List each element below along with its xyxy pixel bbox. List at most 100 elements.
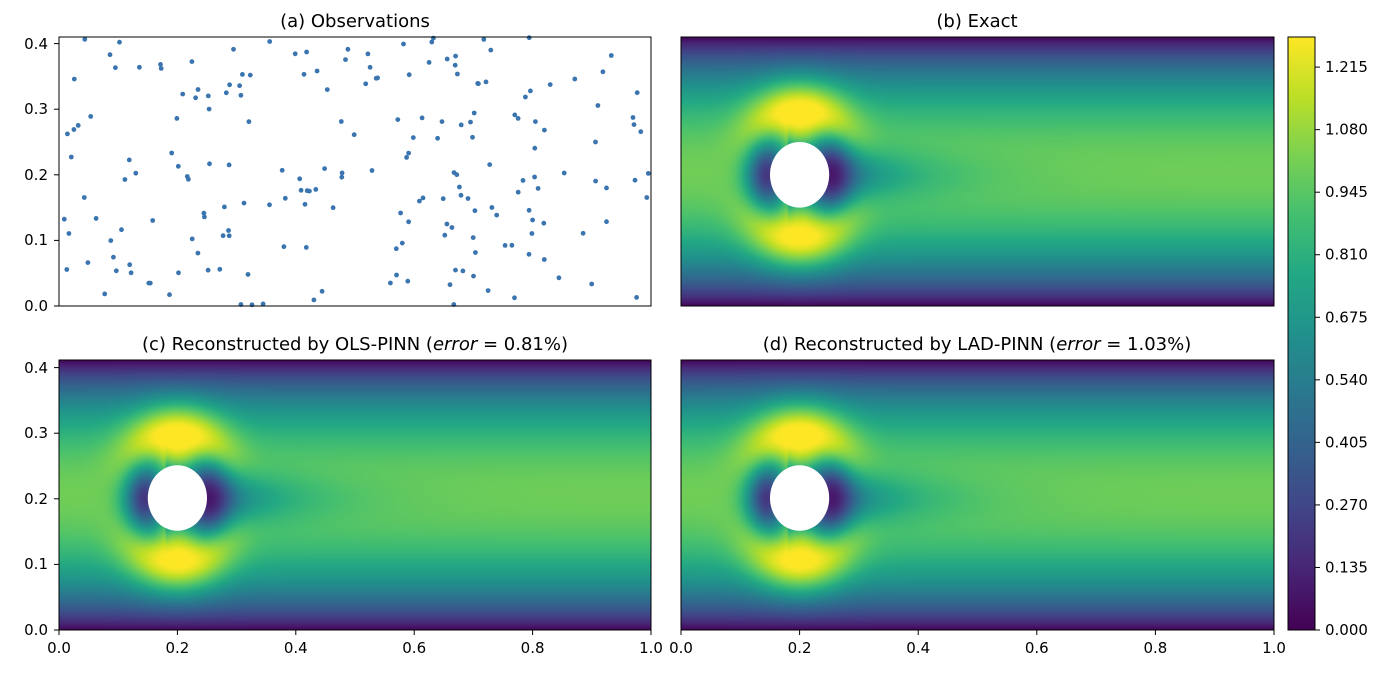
panel-a: (a) Observations 0.0 0.1 0.2 0.3 0.4 <box>24 11 652 315</box>
observation-point <box>512 295 517 301</box>
observation-point <box>502 243 508 248</box>
colorbar-frame <box>1287 36 1316 631</box>
observation-point <box>515 189 521 195</box>
observation-point <box>526 35 532 41</box>
observation-point <box>512 112 518 118</box>
colorbar-tick-label: 0.135 <box>1325 558 1368 576</box>
observation-point <box>547 82 553 87</box>
observation-point <box>304 49 309 55</box>
observation-point <box>220 233 226 239</box>
observation-point <box>451 170 457 176</box>
observation-point <box>453 53 458 59</box>
observation-point <box>297 176 303 182</box>
observation-point <box>530 217 535 223</box>
observation-point <box>404 155 409 160</box>
observation-point <box>487 162 493 168</box>
observation-point <box>600 69 606 75</box>
observation-point <box>393 246 399 252</box>
observation-point <box>217 266 223 272</box>
observation-point <box>226 228 231 233</box>
observation-point <box>267 39 273 44</box>
observation-point <box>488 47 494 53</box>
observation-point <box>457 184 462 190</box>
observation-point <box>453 267 458 273</box>
panel-c-frame <box>58 359 652 631</box>
observation-point <box>520 178 526 183</box>
observation-point <box>556 275 562 281</box>
observation-point <box>526 207 532 213</box>
observation-point <box>205 267 211 273</box>
colorbar-tick-label: 0.000 <box>1325 621 1368 639</box>
observation-point <box>267 202 272 208</box>
observation-point <box>193 95 199 101</box>
panel-d-title-suffix: = 1.03%) <box>1101 334 1192 355</box>
observation-point <box>406 219 411 225</box>
observation-point <box>205 93 211 99</box>
observation-point <box>429 39 435 45</box>
observation-point <box>75 123 81 128</box>
observation-point <box>406 150 411 156</box>
observation-point <box>81 195 87 200</box>
observation-point <box>122 177 128 182</box>
observation-point <box>365 51 371 57</box>
observation-point <box>398 210 403 216</box>
observation-point <box>526 251 532 257</box>
panel-c: (c) Reconstructed by OLS-PINN (error = 0… <box>24 334 663 657</box>
observation-point <box>102 291 108 297</box>
panel-a-title: (a) Observations <box>280 11 430 32</box>
observation-point <box>343 57 348 62</box>
observation-point <box>322 166 327 172</box>
observation-point <box>509 242 515 248</box>
observation-point <box>630 115 636 120</box>
observation-point <box>589 281 595 287</box>
observation-point <box>313 187 319 192</box>
observation-point <box>435 135 440 141</box>
observation-point <box>339 170 345 176</box>
observation-point <box>439 119 445 124</box>
observation-point <box>339 174 345 180</box>
observation-point <box>260 301 266 307</box>
panel-c-xtick: 0.4 <box>284 639 308 657</box>
panel-c-xtick: 0.8 <box>521 639 545 657</box>
observation-point <box>127 262 133 268</box>
colorbar-gradient <box>1288 37 1315 630</box>
observation-point <box>471 273 476 279</box>
observation-point <box>302 201 308 207</box>
observation-point <box>541 257 547 262</box>
observation-point <box>126 157 132 163</box>
observation-point <box>180 91 186 97</box>
observation-point <box>113 268 119 274</box>
observation-point <box>71 127 77 132</box>
observation-point <box>245 272 251 277</box>
observation-point <box>444 56 450 62</box>
observation-point <box>470 134 475 140</box>
panel-c-xtick: 0.2 <box>165 639 189 657</box>
observation-point <box>246 119 252 125</box>
panel-c-xtick: 1.0 <box>639 639 663 657</box>
observation-point <box>207 161 212 167</box>
colorbar-ticks: 0.000 0.135 0.270 0.405 0.540 0.675 0.810 0.945… <box>1315 58 1368 639</box>
observation-point <box>604 185 609 191</box>
panel-a-ytick: 0.4 <box>24 35 48 53</box>
observation-point <box>128 270 134 276</box>
panel-c-x-axis: 0.0 0.2 0.4 0.6 0.8 1.0 <box>47 630 663 657</box>
observation-point <box>247 72 253 78</box>
observation-point <box>442 232 448 238</box>
observation-point <box>226 162 232 168</box>
observation-point <box>455 71 460 77</box>
colorbar-tick-label: 0.945 <box>1325 183 1368 201</box>
observation-point <box>238 92 244 98</box>
observation-point <box>189 236 195 242</box>
panel-d-xtick: 0.2 <box>788 639 812 657</box>
observation-point <box>111 254 116 260</box>
observation-point <box>195 87 201 92</box>
heatmap-d <box>681 360 1274 630</box>
panel-a-y-axis: 0.0 0.1 0.2 0.3 0.4 <box>24 35 59 315</box>
panel-c-ytick: 0.2 <box>24 490 48 508</box>
panel-c-ytick: 0.0 <box>24 621 48 639</box>
observation-point <box>202 214 207 220</box>
observation-point <box>175 163 181 169</box>
observation-point <box>71 76 77 82</box>
observation-point <box>307 188 312 194</box>
